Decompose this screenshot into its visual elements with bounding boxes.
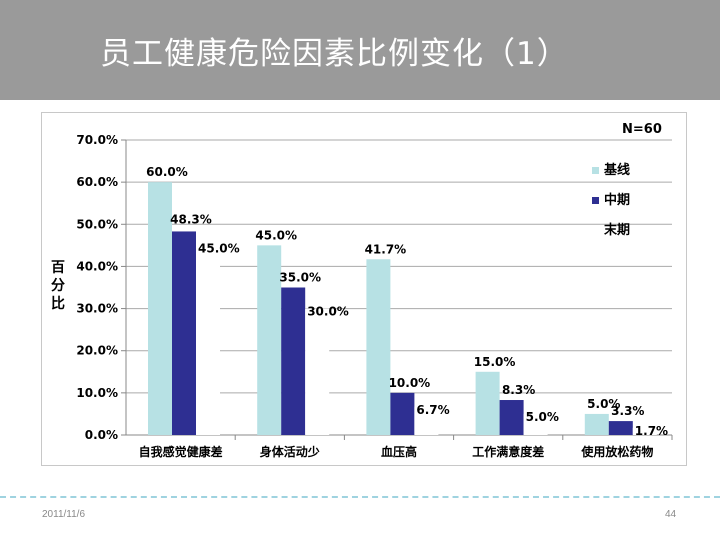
data-label: 48.3% [170, 212, 212, 226]
data-label: 6.7% [416, 403, 449, 417]
data-label: 10.0% [389, 376, 431, 390]
y-tick-label: 40.0% [76, 259, 118, 273]
data-label: 5.0% [526, 410, 559, 424]
legend-label: 末期 [603, 222, 630, 238]
bar-2 [499, 400, 524, 435]
bar-3 [196, 245, 220, 435]
y-axis-label: 百 [51, 260, 65, 276]
y-tick-label: 70.0% [76, 133, 118, 147]
legend-label: 基线 [603, 162, 630, 178]
bar-1 [475, 371, 500, 435]
data-label: 41.7% [365, 242, 407, 256]
data-label: 5.0% [587, 397, 620, 411]
x-tick-label: 工作满意度差 [472, 444, 544, 459]
slide-title: 员工健康危险因素比例变化（1） [100, 36, 569, 72]
chart-annotation: N=60 [622, 122, 662, 137]
bar-2 [172, 231, 196, 435]
bar-3 [305, 308, 330, 435]
y-tick-label: 60.0% [76, 175, 118, 189]
x-tick-label: 血压高 [381, 444, 417, 459]
bar-2 [281, 287, 306, 435]
data-label: 1.7% [635, 424, 668, 438]
bar-1 [148, 182, 172, 435]
y-tick-label: 50.0% [76, 217, 118, 231]
data-label: 45.0% [198, 241, 240, 255]
page-number: 44 [665, 509, 677, 520]
legend-swatch-2 [592, 197, 599, 204]
data-label: 8.3% [502, 383, 535, 397]
data-label: 35.0% [279, 271, 321, 285]
x-tick-label: 身体活动少 [260, 444, 320, 459]
bar-3 [523, 413, 548, 435]
divider-line [0, 496, 720, 498]
bar-1 [257, 245, 282, 435]
y-tick-label: 10.0% [76, 386, 118, 400]
data-label: 3.3% [611, 404, 644, 418]
y-tick-label: 30.0% [76, 302, 118, 316]
footer-date: 2011/11/6 [42, 509, 86, 520]
bar-3 [632, 427, 657, 435]
legend-label: 中期 [604, 192, 630, 208]
legend-swatch-3 [592, 227, 599, 234]
bar-1 [366, 259, 391, 435]
legend-swatch-1 [592, 167, 599, 174]
y-tick-label: 20.0% [76, 344, 118, 358]
y-axis-label: 分 [51, 278, 65, 294]
bar-3 [414, 406, 439, 435]
bar-2 [390, 392, 415, 435]
bar-2 [608, 421, 633, 435]
data-label: 30.0% [307, 305, 349, 319]
data-label: 45.0% [255, 228, 297, 242]
y-axis-label: 比 [51, 295, 65, 312]
data-label: 60.0% [146, 165, 188, 179]
bar-1 [584, 413, 609, 435]
y-tick-label: 0.0% [85, 428, 118, 442]
x-tick-label: 使用放松药物 [580, 444, 653, 459]
data-label: 15.0% [474, 355, 516, 369]
title-bar [0, 0, 720, 100]
x-tick-label: 自我感觉健康差 [139, 444, 223, 459]
